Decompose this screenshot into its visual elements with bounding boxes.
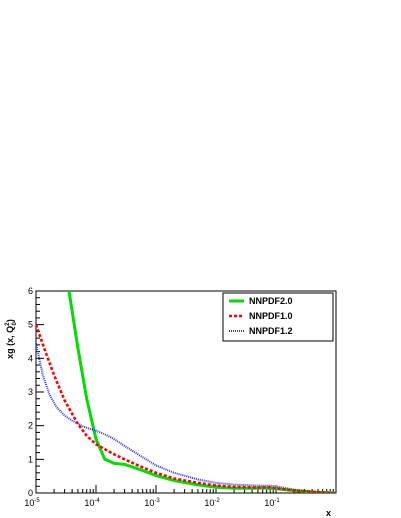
legend-label-nnpdf12: NNPDF1.2: [249, 326, 293, 336]
x-tick-label: 10-4: [84, 498, 100, 508]
y-axis-title: xg (x, Q20): [5, 319, 18, 359]
plot-layer: 0 1 2 3 4 5 6 10-5 10-4 10-3 10-2 10-1: [24, 286, 337, 508]
x-tick-label: 10-3: [144, 498, 160, 508]
legend: NNPDF2.0 NNPDF1.0 NNPDF1.2: [222, 292, 334, 342]
y-tick-label: 0: [28, 488, 33, 498]
y-axis-title-sup: 2: [5, 322, 11, 326]
legend-label-nnpdf20: NNPDF2.0: [249, 296, 293, 306]
y-axis-title-sub: 0: [12, 321, 18, 325]
y-tick-label: 4: [28, 353, 33, 363]
x-tick-label: 10-5: [24, 498, 40, 508]
series-line-nnpdf20: [67, 291, 335, 493]
series-line-nnpdf12: [36, 342, 335, 493]
x-axis-title: x: [326, 508, 331, 518]
y-tick-label: 6: [28, 286, 33, 296]
y-tick-label: 2: [28, 421, 33, 431]
y-axis-title-close: ): [5, 319, 15, 322]
y-tick-label: 5: [28, 320, 33, 330]
series-line-nnpdf10: [36, 324, 335, 493]
y-tick-label: 3: [28, 387, 33, 397]
y-tick-label: 1: [28, 454, 33, 464]
x-tick-label: 10-2: [204, 498, 220, 508]
legend-label-nnpdf10: NNPDF1.0: [249, 311, 293, 321]
y-axis-title-main: xg (x, Q: [5, 326, 15, 359]
x-tick-label: 10-1: [264, 498, 280, 508]
